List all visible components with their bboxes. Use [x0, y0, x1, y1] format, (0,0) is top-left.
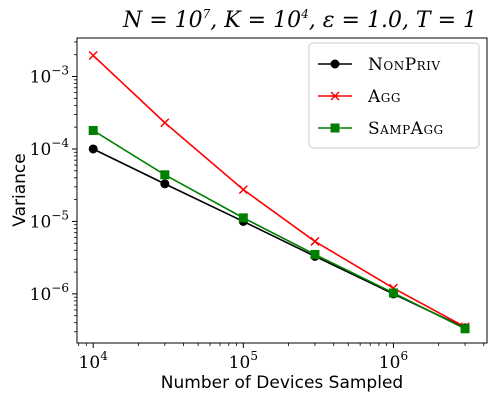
legend-label: NonPriv: [368, 55, 441, 75]
x-tick-label: 104: [79, 349, 109, 373]
data-point-nonpriv: [160, 179, 170, 189]
y-tick-label: 10−6: [30, 281, 69, 305]
x-tick-label: 106: [379, 349, 408, 373]
series-sampagg: [88, 125, 470, 334]
legend-marker: [330, 123, 340, 133]
data-point-sampagg: [310, 249, 320, 259]
chart-title: N = 107, K = 104, ε = 1.0, T = 1: [122, 7, 477, 33]
data-point-agg: [238, 185, 248, 195]
x-tick-label: 105: [229, 349, 258, 373]
data-point-agg: [88, 50, 98, 61]
legend-label: SampAgg: [368, 119, 444, 139]
series-line-agg: [92, 54, 466, 328]
data-point-sampagg: [160, 170, 170, 180]
legend-marker: [330, 91, 340, 101]
data-point-agg: [310, 236, 320, 246]
legend-marker: [330, 59, 340, 69]
series-line-sampagg: [92, 129, 466, 330]
x-axis-label: Number of Devices Sampled: [161, 373, 403, 393]
legend-box: [308, 42, 480, 149]
series-nonpriv: [88, 144, 470, 333]
legend-item-nonpriv: NonPriv: [318, 55, 441, 75]
data-point-nonpriv: [88, 144, 98, 154]
y-tick-label: 10−4: [30, 136, 70, 160]
y-tick-label: 10−5: [30, 208, 69, 232]
y-axis: 10−6 10−5 10−4 10−3: [30, 41, 77, 333]
data-point-sampagg: [238, 213, 248, 223]
data-point-sampagg: [460, 324, 470, 334]
data-point-agg: [160, 118, 170, 128]
y-axis-label: Variance: [10, 153, 30, 226]
plot-area-frame: [76, 37, 488, 344]
x-axis: 104 105 106: [78, 343, 485, 373]
legend-item-sampagg: SampAgg: [318, 119, 444, 139]
legend-item-agg: Agg: [318, 87, 401, 107]
data-point-sampagg: [88, 125, 98, 135]
y-tick-label: 10−3: [30, 64, 69, 88]
legend: NonPriv Agg SampAgg: [308, 42, 480, 149]
data-point-sampagg: [388, 288, 398, 298]
series-layer: [88, 50, 470, 334]
legend-label: Agg: [367, 87, 401, 107]
